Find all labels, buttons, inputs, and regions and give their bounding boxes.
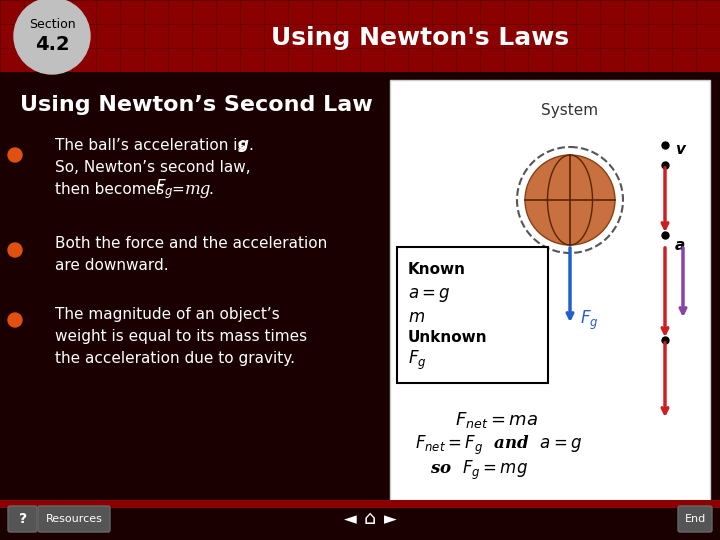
- Text: Both the force and the acceleration: Both the force and the acceleration: [55, 237, 328, 252]
- Text: 4.2: 4.2: [35, 35, 69, 53]
- FancyBboxPatch shape: [678, 506, 712, 532]
- Text: mg: mg: [185, 180, 212, 198]
- Circle shape: [14, 0, 90, 74]
- Text: The ball’s acceleration is: The ball’s acceleration is: [55, 138, 251, 152]
- Text: Known: Known: [408, 262, 466, 278]
- Text: ?: ?: [19, 512, 27, 526]
- Text: weight is equal to its mass times: weight is equal to its mass times: [55, 328, 307, 343]
- Text: =: =: [172, 181, 189, 197]
- Text: ⌂: ⌂: [364, 510, 376, 529]
- FancyBboxPatch shape: [38, 506, 110, 532]
- Text: So, Newton’s second law,: So, Newton’s second law,: [55, 159, 251, 174]
- Text: so  $F_g = mg$: so $F_g = mg$: [430, 458, 528, 482]
- Text: Unknown: Unknown: [408, 330, 487, 346]
- Text: Resources: Resources: [45, 514, 102, 524]
- Text: $F_g$: $F_g$: [408, 348, 426, 372]
- FancyBboxPatch shape: [8, 506, 37, 532]
- Text: then becomes: then becomes: [55, 181, 169, 197]
- Text: g: g: [238, 138, 249, 152]
- Text: Section: Section: [29, 17, 76, 30]
- Circle shape: [8, 148, 22, 162]
- Text: The magnitude of an object’s: The magnitude of an object’s: [55, 307, 280, 321]
- Circle shape: [8, 313, 22, 327]
- Text: ◄: ◄: [343, 510, 356, 528]
- Text: $F_g$: $F_g$: [155, 178, 174, 200]
- Text: $F_{net} = F_g$  and  $a = g$: $F_{net} = F_g$ and $a = g$: [415, 434, 582, 457]
- Text: a: a: [675, 238, 685, 253]
- Text: v: v: [675, 143, 685, 158]
- Circle shape: [525, 155, 615, 245]
- Text: are downward.: are downward.: [55, 259, 168, 273]
- FancyBboxPatch shape: [0, 72, 720, 540]
- Text: .: .: [248, 138, 253, 152]
- Text: Using Newton's Laws: Using Newton's Laws: [271, 26, 569, 50]
- FancyBboxPatch shape: [397, 247, 548, 383]
- Text: the acceleration due to gravity.: the acceleration due to gravity.: [55, 350, 295, 366]
- FancyBboxPatch shape: [0, 500, 720, 508]
- Text: $a = g$: $a = g$: [408, 286, 451, 304]
- Text: $F_g$: $F_g$: [580, 308, 598, 332]
- FancyBboxPatch shape: [390, 80, 710, 500]
- Circle shape: [8, 243, 22, 257]
- Text: System: System: [541, 103, 598, 118]
- Text: End: End: [685, 514, 706, 524]
- Text: $F_{net} = ma$: $F_{net} = ma$: [455, 410, 538, 430]
- Text: Using Newton’s Second Law: Using Newton’s Second Law: [20, 95, 373, 115]
- FancyBboxPatch shape: [0, 505, 720, 540]
- Text: ►: ►: [384, 510, 397, 528]
- Text: .: .: [208, 181, 213, 197]
- FancyBboxPatch shape: [0, 0, 720, 72]
- Text: $m$: $m$: [408, 309, 425, 327]
